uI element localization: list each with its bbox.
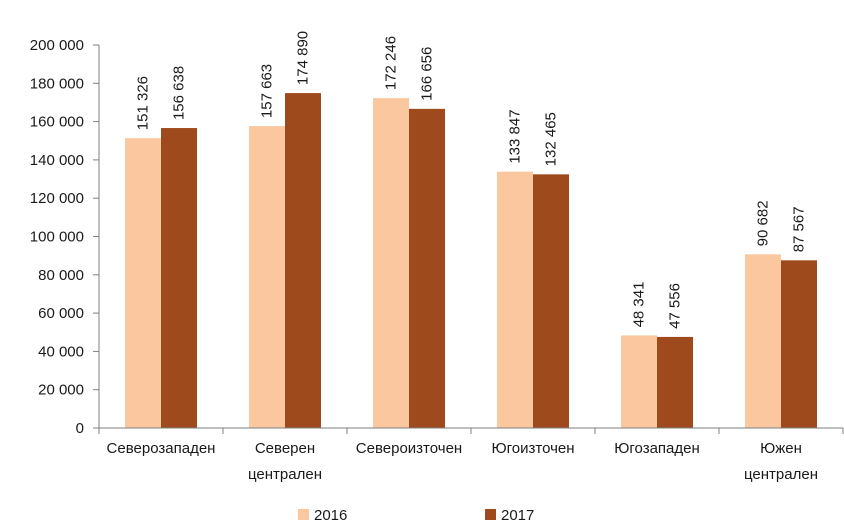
y-tick-label: 180 000	[30, 75, 84, 92]
data-label-2016: 157 663	[259, 64, 276, 118]
data-labels: 151 326 156 638 157 663 174 890 172 246 166 6…	[135, 31, 808, 329]
legend-swatch-2017	[485, 509, 496, 520]
x-tick-label: Югозападен	[614, 440, 700, 457]
data-label-2017: 166 656	[419, 47, 436, 101]
y-tick-label: 20 000	[38, 382, 84, 399]
data-label-2017: 47 556	[667, 283, 684, 329]
x-tick-label: Южен	[760, 440, 802, 457]
y-tick-label: 0	[76, 420, 84, 437]
data-label-2017: 132 465	[543, 112, 560, 166]
y-tick-label: 140 000	[30, 152, 84, 169]
bar-2016	[745, 254, 781, 428]
y-tick-label: 60 000	[38, 305, 84, 322]
legend-label-2017: 2017	[501, 507, 534, 523]
data-label-2017: 87 567	[791, 206, 808, 252]
y-tick-label: 200 000	[30, 37, 84, 54]
x-tick-label: Североизточен	[356, 440, 462, 457]
bars	[125, 93, 817, 429]
bar-2017	[161, 128, 197, 429]
x-axis-labels: Северозападен Северен централен Североизточ…	[107, 440, 818, 483]
legend-label-2016: 2016	[314, 507, 347, 523]
bar-2016	[249, 126, 285, 429]
bar-2017	[657, 336, 693, 428]
axes	[93, 44, 844, 434]
bar-2016	[497, 171, 533, 429]
bar-2017	[533, 174, 569, 428]
data-label-2016: 151 326	[135, 76, 152, 130]
y-axis-ticks: 0 20 000 40 000 60 000 80 000 100 000 120 000 1…	[30, 37, 84, 437]
data-label-2016: 48 341	[631, 282, 648, 328]
y-tick-label: 100 000	[30, 229, 84, 246]
bar-2016	[621, 335, 657, 428]
data-label-2016: 133 847	[507, 109, 524, 163]
y-tick-label: 80 000	[38, 267, 84, 284]
y-tick-label: 40 000	[38, 343, 84, 360]
x-tick-label: Северозападен	[107, 440, 216, 457]
data-label-2017: 174 890	[295, 31, 312, 85]
data-label-2016: 172 246	[383, 36, 400, 90]
y-tick-label: 160 000	[30, 114, 84, 131]
x-tick-label: централен	[744, 466, 818, 483]
data-label-2017: 156 638	[171, 66, 188, 120]
bar-2017	[781, 260, 817, 428]
x-tick-label: централен	[248, 466, 322, 483]
data-label-2016: 90 682	[755, 200, 772, 246]
x-tick-label: Югоизточен	[491, 440, 574, 457]
legend: 2016 2017	[298, 507, 534, 523]
legend-swatch-2016	[298, 509, 309, 520]
x-tick-label: Северен	[255, 440, 315, 457]
bar-2017	[409, 108, 445, 428]
bar-2016	[373, 98, 409, 428]
bar-2016	[125, 138, 161, 429]
y-tick-label: 120 000	[30, 190, 84, 207]
bar-2017	[285, 93, 321, 429]
